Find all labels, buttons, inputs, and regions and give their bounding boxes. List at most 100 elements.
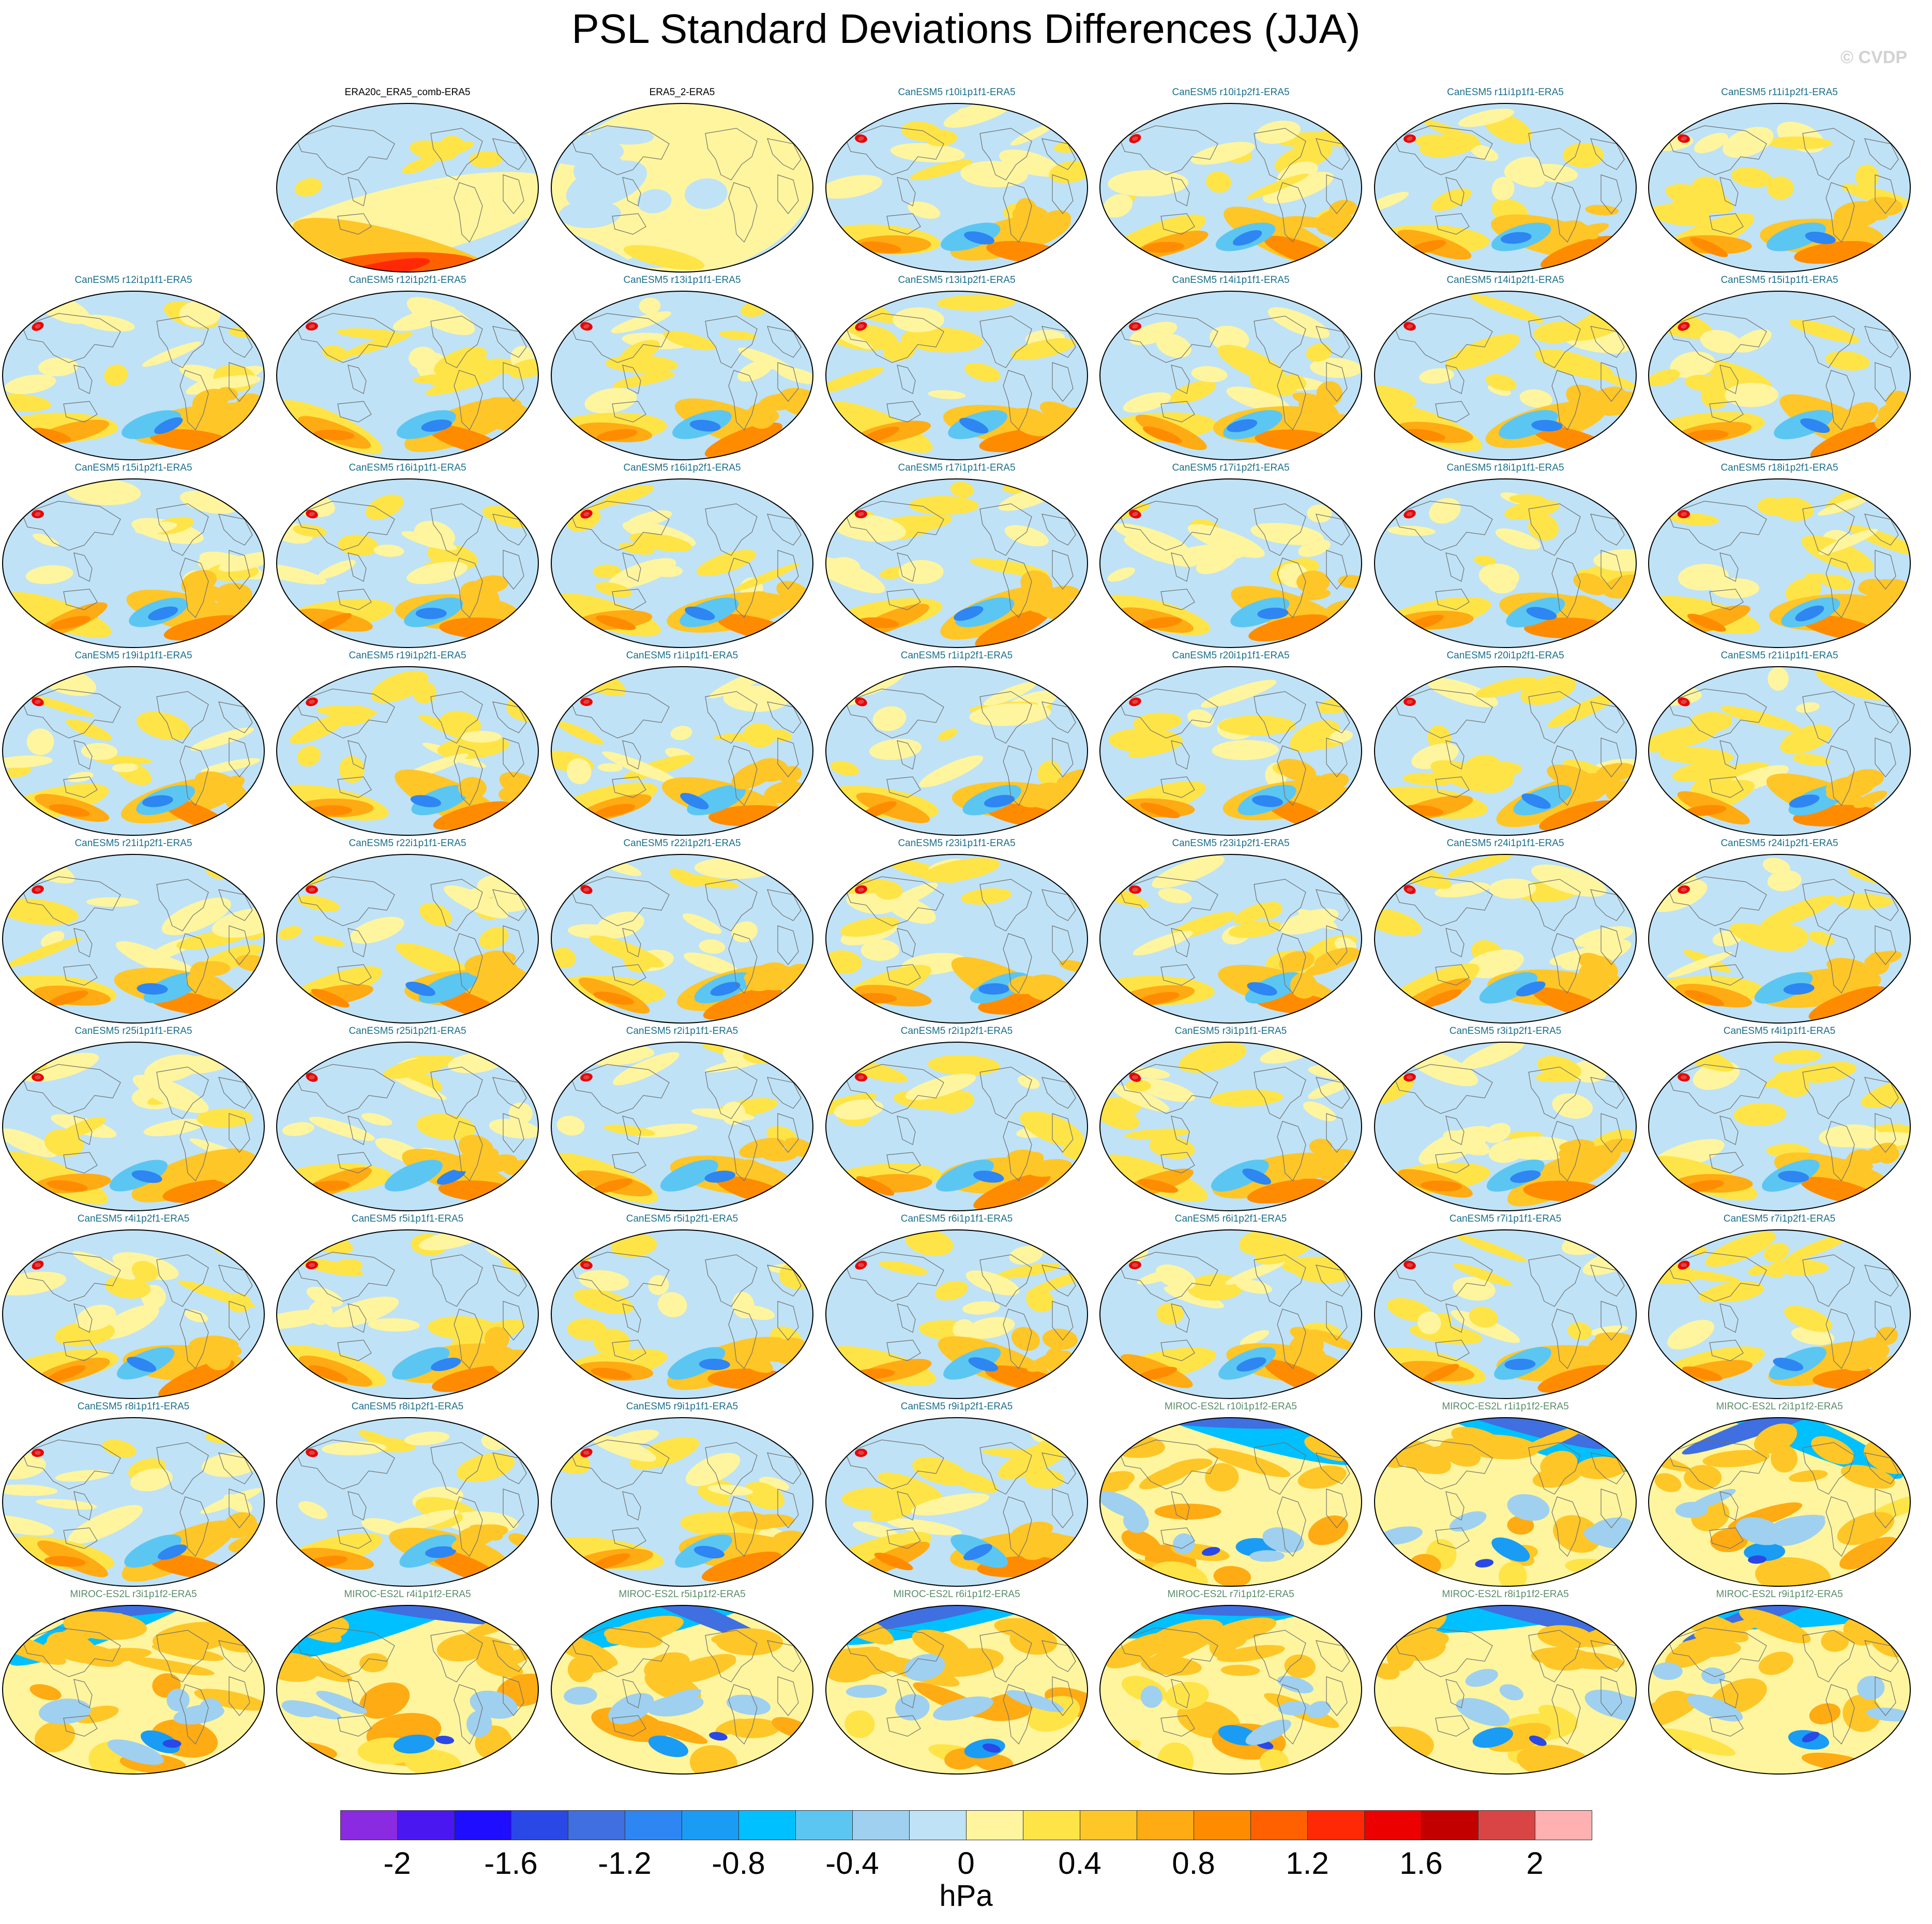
map-contour-plot xyxy=(1648,1041,1911,1212)
panel-title: CanESM5 r10i1p1f1-ERA5 xyxy=(898,87,1016,98)
panel-title: CanESM5 r6i1p2f1-ERA5 xyxy=(1174,1213,1287,1224)
map-panel: CanESM5 r15i1p1f1-ERA5 xyxy=(1642,275,1916,462)
map-panel: CanESM5 r17i1p1f1-ERA5 xyxy=(820,462,1094,650)
map-contour-plot xyxy=(276,290,539,461)
map-contour-plot xyxy=(276,666,539,836)
colorbar-tick-label: 0.8 xyxy=(1172,1846,1215,1881)
map-panel: CanESM5 r2i1p2f1-ERA5 xyxy=(820,1026,1094,1213)
panel-title: CanESM5 r14i1p1f1-ERA5 xyxy=(1172,275,1290,285)
map-contour-plot xyxy=(1648,102,1911,273)
panel-title: CanESM5 r11i1p1f1-ERA5 xyxy=(1447,87,1564,98)
panel-map xyxy=(1374,854,1637,1024)
panel-map xyxy=(551,1417,813,1587)
panel-map xyxy=(551,1229,813,1399)
panel-map xyxy=(2,1417,265,1587)
map-panel: CanESM5 r20i1p1f1-ERA5 xyxy=(1094,650,1368,837)
map-contour-plot xyxy=(1648,478,1911,649)
map-contour-plot xyxy=(1648,290,1911,461)
panel-title: CanESM5 r4i1p1f1-ERA5 xyxy=(1723,1026,1836,1036)
panel-title: CanESM5 r25i1p2f1-ERA5 xyxy=(349,1026,466,1036)
map-panel: CanESM5 r23i1p1f1-ERA5 xyxy=(820,838,1094,1025)
panel-title: CanESM5 r14i1p2f1-ERA5 xyxy=(1446,275,1564,285)
map-contour-plot xyxy=(1373,1604,1637,1775)
map-panel: MIROC-ES2L r7i1p1f2-ERA5 xyxy=(1094,1589,1368,1776)
panel-title: CanESM5 r1i1p1f1-ERA5 xyxy=(626,650,738,661)
colorbar-tick-label: 1.2 xyxy=(1286,1846,1329,1881)
map-panel: CanESM5 r8i1p1f1-ERA5 xyxy=(0,1401,270,1588)
map-panel: CanESM5 r9i1p2f1-ERA5 xyxy=(820,1401,1094,1588)
panel-map xyxy=(1099,1229,1362,1399)
panel-map xyxy=(551,1042,813,1211)
colorbar-tick-label: -1.2 xyxy=(598,1846,652,1881)
panel-map xyxy=(276,1605,539,1775)
panel-map xyxy=(2,1605,265,1775)
panel-map xyxy=(1374,103,1637,273)
map-panel: MIROC-ES2L r10i1p1f2-ERA5 xyxy=(1094,1401,1368,1588)
panel-map xyxy=(825,1605,1088,1775)
map-contour-plot xyxy=(825,102,1089,273)
panel-map xyxy=(1374,1229,1637,1399)
colorbar-swatch xyxy=(966,1810,1023,1840)
colorbar-swatch xyxy=(568,1810,625,1840)
map-contour-plot xyxy=(2,290,265,461)
panel-map xyxy=(2,478,265,648)
panel-title: CanESM5 r5i1p1f1-ERA5 xyxy=(351,1213,464,1224)
map-contour-plot xyxy=(1373,1229,1637,1400)
map-panel: ERA5_2-ERA5 xyxy=(545,87,819,274)
map-panel: CanESM5 r18i1p1f1-ERA5 xyxy=(1368,462,1642,650)
map-panel: CanESM5 r18i1p2f1-ERA5 xyxy=(1642,462,1916,650)
map-panel: CanESM5 r11i1p2f1-ERA5 xyxy=(1642,87,1916,274)
panel-map xyxy=(825,1229,1088,1399)
map-contour-plot xyxy=(825,478,1089,649)
panel-title: CanESM5 r3i1p2f1-ERA5 xyxy=(1449,1026,1562,1036)
map-panel: MIROC-ES2L r4i1p1f2-ERA5 xyxy=(270,1589,545,1776)
map-contour-plot xyxy=(1099,1041,1363,1212)
colorbar-tick-label: 2 xyxy=(1526,1846,1544,1881)
panel-map xyxy=(276,291,539,460)
colorbar-tick-label: -0.4 xyxy=(825,1846,879,1881)
panel-map xyxy=(551,478,813,648)
map-panel: CanESM5 r21i1p2f1-ERA5 xyxy=(0,838,270,1025)
panel-map xyxy=(1099,666,1362,836)
map-panel: CanESM5 r20i1p2f1-ERA5 xyxy=(1368,650,1642,837)
panel-map xyxy=(551,666,813,836)
map-contour-plot xyxy=(1648,666,1911,836)
map-contour-plot xyxy=(2,1604,265,1775)
map-contour-plot xyxy=(1373,853,1637,1024)
panel-title: CanESM5 r3i1p1f1-ERA5 xyxy=(1174,1026,1287,1036)
map-contour-plot xyxy=(550,478,814,649)
map-panel: CanESM5 r5i1p1f1-ERA5 xyxy=(270,1213,545,1401)
map-contour-plot xyxy=(2,1417,265,1587)
map-panel: CanESM5 r24i1p1f1-ERA5 xyxy=(1368,838,1642,1025)
panel-title: CanESM5 r15i1p2f1-ERA5 xyxy=(74,462,192,473)
panel-title: CanESM5 r2i1p1f1-ERA5 xyxy=(626,1026,738,1036)
map-contour-plot xyxy=(825,1229,1089,1400)
map-panel: CanESM5 r25i1p1f1-ERA5 xyxy=(0,1026,270,1213)
map-contour-plot xyxy=(1099,1229,1363,1400)
map-contour-plot xyxy=(550,290,814,461)
map-panel: CanESM5 r13i1p1f1-ERA5 xyxy=(545,275,819,462)
panel-map xyxy=(1374,1042,1637,1211)
colorbar-swatch xyxy=(511,1810,568,1840)
colorbar-swatch xyxy=(909,1810,967,1840)
panel-title: CanESM5 r25i1p1f1-ERA5 xyxy=(74,1026,192,1036)
map-contour-plot xyxy=(1099,290,1363,461)
map-panel-grid: ERA20c_ERA5_comb-ERA5 ERA5_2-ERA5 CanESM5 … xyxy=(0,87,1916,1776)
panel-map xyxy=(1374,1605,1637,1775)
colorbar-tick-label: -0.8 xyxy=(712,1846,765,1881)
colorbar-swatch xyxy=(1421,1810,1478,1840)
panel-map xyxy=(1099,478,1362,648)
map-panel: CanESM5 r23i1p2f1-ERA5 xyxy=(1094,838,1368,1025)
map-contour-plot xyxy=(1373,666,1637,836)
map-contour-plot xyxy=(1648,1229,1911,1400)
map-panel: CanESM5 r22i1p2f1-ERA5 xyxy=(545,838,819,1025)
panel-title: CanESM5 r8i1p1f1-ERA5 xyxy=(77,1401,190,1412)
map-contour-plot xyxy=(1373,102,1637,273)
map-panel: MIROC-ES2L r2i1p1f2-ERA5 xyxy=(1642,1401,1916,1588)
panel-title: CanESM5 r19i1p1f1-ERA5 xyxy=(74,650,192,661)
map-panel: CanESM5 r10i1p2f1-ERA5 xyxy=(1094,87,1368,274)
panel-title: CanESM5 r22i1p2f1-ERA5 xyxy=(623,838,741,849)
panel-title: CanESM5 r1i1p2f1-ERA5 xyxy=(900,650,1013,661)
panel-map xyxy=(276,1417,539,1587)
panel-map xyxy=(276,666,539,836)
